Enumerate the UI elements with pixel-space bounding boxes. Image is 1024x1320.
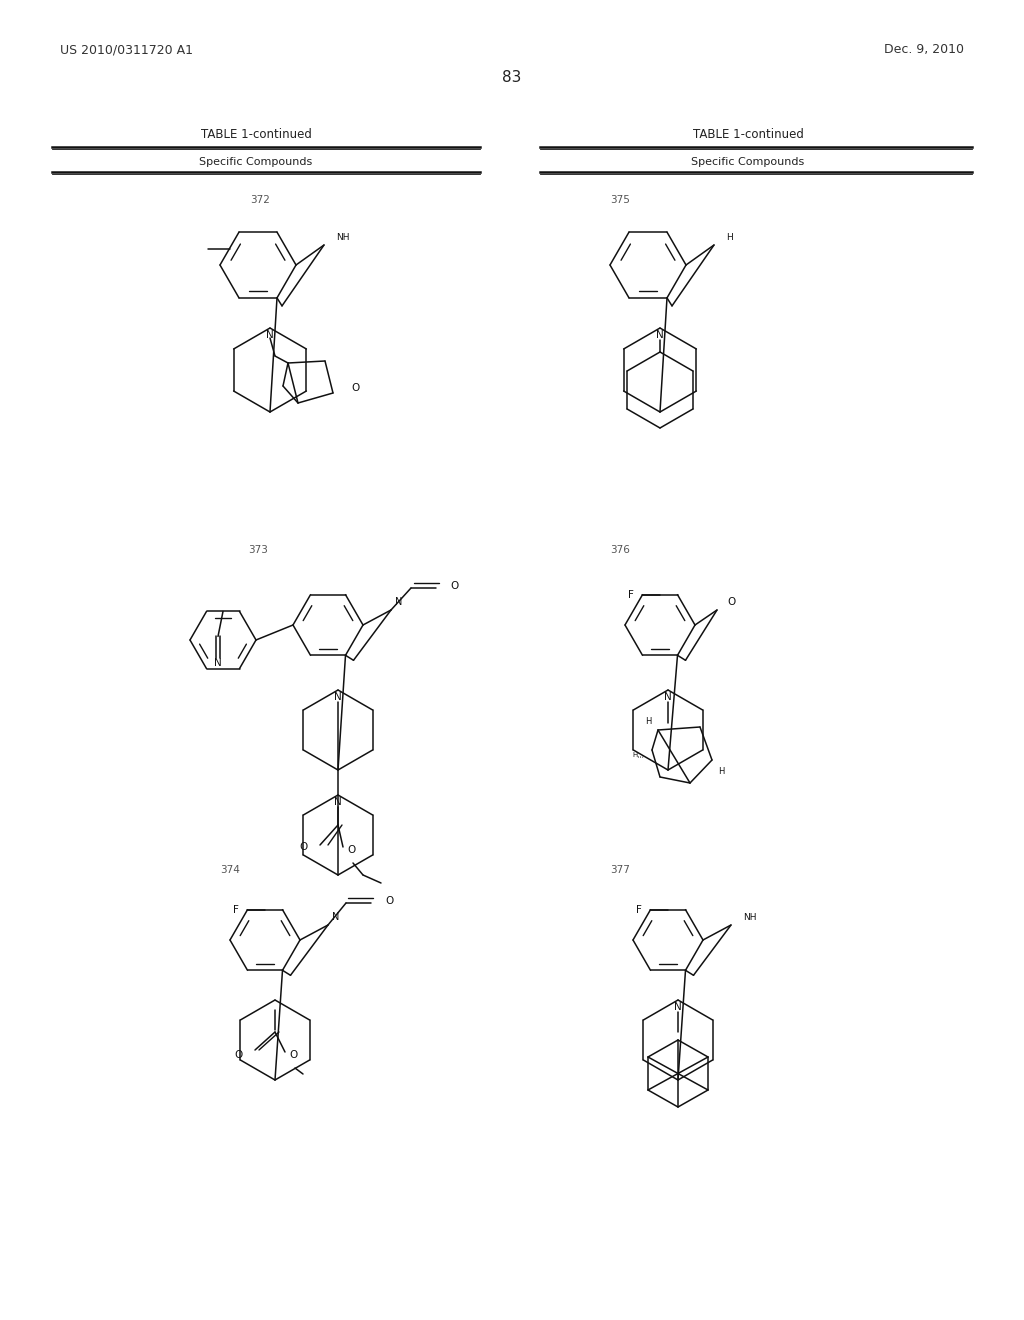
Text: 377: 377 — [610, 865, 630, 875]
Text: TABLE 1-continued: TABLE 1-continued — [201, 128, 311, 141]
Text: N: N — [674, 1002, 682, 1012]
Text: O: O — [351, 383, 359, 393]
Text: H,,,: H,,, — [632, 752, 644, 758]
Text: O: O — [300, 842, 308, 851]
Text: O: O — [385, 896, 393, 906]
Text: O: O — [450, 581, 459, 591]
Text: O: O — [347, 845, 355, 855]
Text: US 2010/0311720 A1: US 2010/0311720 A1 — [60, 44, 193, 57]
Text: N: N — [656, 330, 664, 341]
Text: F: F — [628, 590, 634, 599]
Text: Specific Compounds: Specific Compounds — [200, 157, 312, 168]
Text: 83: 83 — [503, 70, 521, 86]
Text: O: O — [727, 597, 735, 607]
Text: F: F — [636, 904, 642, 915]
Text: TABLE 1-continued: TABLE 1-continued — [692, 128, 804, 141]
Text: 373: 373 — [248, 545, 268, 554]
Text: O: O — [234, 1049, 243, 1060]
Text: 374: 374 — [220, 865, 240, 875]
Text: NH: NH — [336, 232, 349, 242]
Text: N: N — [214, 659, 222, 668]
Text: H: H — [645, 718, 652, 726]
Text: Dec. 9, 2010: Dec. 9, 2010 — [884, 44, 964, 57]
Text: H: H — [718, 767, 724, 776]
Text: N: N — [332, 912, 339, 921]
Text: N: N — [266, 330, 273, 341]
Text: O: O — [289, 1049, 297, 1060]
Text: N: N — [395, 597, 402, 607]
Text: Specific Compounds: Specific Compounds — [691, 157, 805, 168]
Text: 375: 375 — [610, 195, 630, 205]
Text: 372: 372 — [250, 195, 270, 205]
Text: NH: NH — [743, 912, 757, 921]
Text: N: N — [665, 692, 672, 702]
Text: F: F — [233, 904, 239, 915]
Text: N: N — [334, 797, 342, 807]
Text: 376: 376 — [610, 545, 630, 554]
Text: N: N — [334, 692, 342, 702]
Text: H: H — [726, 232, 733, 242]
